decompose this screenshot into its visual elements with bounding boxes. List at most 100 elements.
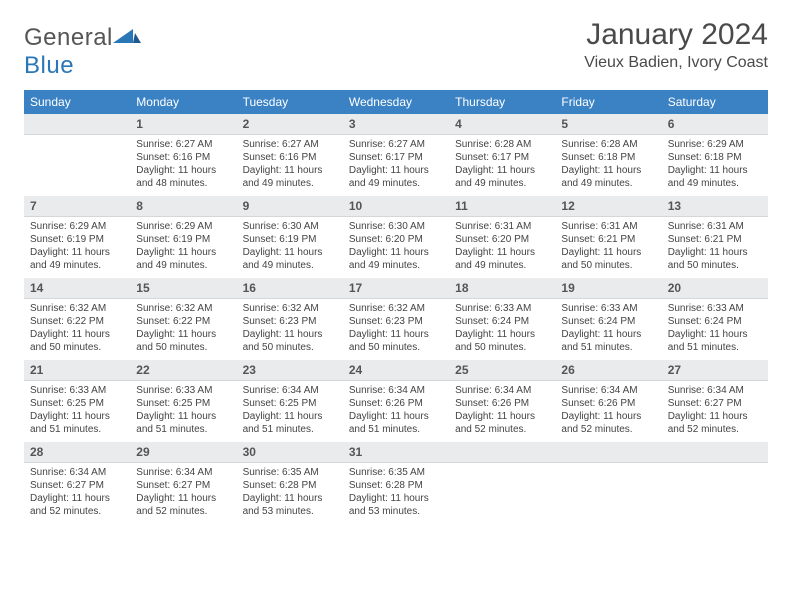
logo-part2: Blue [24,52,74,79]
sunset-text: Sunset: 6:19 PM [243,233,337,246]
daylight-line1: Daylight: 11 hours [455,164,549,177]
weekday-header: Monday [130,90,236,114]
day-body: Sunrise: 6:32 AMSunset: 6:22 PMDaylight:… [24,299,130,360]
sunset-text: Sunset: 6:25 PM [30,397,124,410]
daylight-line1: Daylight: 11 hours [349,410,443,423]
logo-text: General Blue [24,24,141,80]
daylight-line1: Daylight: 11 hours [349,492,443,505]
day-body: Sunrise: 6:32 AMSunset: 6:23 PMDaylight:… [343,299,449,360]
daylight-line1: Daylight: 11 hours [455,410,549,423]
daylight-line1: Daylight: 11 hours [668,164,762,177]
sunset-text: Sunset: 6:25 PM [136,397,230,410]
day-body: Sunrise: 6:34 AMSunset: 6:26 PMDaylight:… [555,381,661,442]
sunset-text: Sunset: 6:17 PM [455,151,549,164]
daylight-line2: and 53 minutes. [349,505,443,518]
weekday-header: Tuesday [237,90,343,114]
day-body: Sunrise: 6:30 AMSunset: 6:19 PMDaylight:… [237,217,343,278]
daylight-line2: and 49 minutes. [30,259,124,272]
day-number: 1 [130,114,236,135]
sunset-text: Sunset: 6:21 PM [668,233,762,246]
page-subtitle: Vieux Badien, Ivory Coast [584,54,768,72]
empty-cell [662,463,768,524]
sunrise-text: Sunrise: 6:27 AM [136,138,230,151]
sunrise-text: Sunrise: 6:35 AM [243,466,337,479]
sunrise-text: Sunrise: 6:33 AM [561,302,655,315]
sunrise-text: Sunrise: 6:33 AM [30,384,124,397]
day-body: Sunrise: 6:27 AMSunset: 6:17 PMDaylight:… [343,135,449,196]
sunrise-text: Sunrise: 6:30 AM [349,220,443,233]
day-body: Sunrise: 6:33 AMSunset: 6:25 PMDaylight:… [24,381,130,442]
day-body: Sunrise: 6:33 AMSunset: 6:24 PMDaylight:… [662,299,768,360]
day-body: Sunrise: 6:34 AMSunset: 6:25 PMDaylight:… [237,381,343,442]
daylight-line2: and 52 minutes. [668,423,762,436]
sunset-text: Sunset: 6:18 PM [561,151,655,164]
sunrise-text: Sunrise: 6:34 AM [455,384,549,397]
day-number: 28 [24,442,130,463]
daylight-line2: and 50 minutes. [243,341,337,354]
day-body: Sunrise: 6:35 AMSunset: 6:28 PMDaylight:… [237,463,343,524]
empty-cell [449,442,555,463]
sunrise-text: Sunrise: 6:32 AM [136,302,230,315]
daylight-line2: and 49 minutes. [455,259,549,272]
day-body: Sunrise: 6:28 AMSunset: 6:18 PMDaylight:… [555,135,661,196]
daylight-line1: Daylight: 11 hours [561,246,655,259]
day-body: Sunrise: 6:29 AMSunset: 6:18 PMDaylight:… [662,135,768,196]
day-number: 8 [130,196,236,217]
weekday-header: Sunday [24,90,130,114]
day-body: Sunrise: 6:33 AMSunset: 6:24 PMDaylight:… [555,299,661,360]
day-number: 18 [449,278,555,299]
daylight-line2: and 52 minutes. [561,423,655,436]
title-block: January 2024 Vieux Badien, Ivory Coast [584,18,768,72]
sunrise-text: Sunrise: 6:29 AM [136,220,230,233]
sunrise-text: Sunrise: 6:31 AM [561,220,655,233]
daylight-line1: Daylight: 11 hours [136,328,230,341]
page-title: January 2024 [584,18,768,52]
sunrise-text: Sunrise: 6:33 AM [668,302,762,315]
daylight-line2: and 51 minutes. [349,423,443,436]
daylight-line2: and 49 minutes. [136,259,230,272]
day-number: 31 [343,442,449,463]
day-body: Sunrise: 6:31 AMSunset: 6:21 PMDaylight:… [555,217,661,278]
day-number: 23 [237,360,343,381]
sunset-text: Sunset: 6:26 PM [561,397,655,410]
daylight-line2: and 50 minutes. [455,341,549,354]
daylight-line1: Daylight: 11 hours [668,410,762,423]
daylight-line1: Daylight: 11 hours [455,246,549,259]
empty-cell [24,135,130,196]
sunset-text: Sunset: 6:22 PM [30,315,124,328]
daylight-line1: Daylight: 11 hours [243,246,337,259]
day-body: Sunrise: 6:27 AMSunset: 6:16 PMDaylight:… [130,135,236,196]
daylight-line2: and 49 minutes. [668,177,762,190]
weekday-header: Saturday [662,90,768,114]
daylight-line1: Daylight: 11 hours [136,492,230,505]
day-number: 17 [343,278,449,299]
sunset-text: Sunset: 6:20 PM [349,233,443,246]
day-body: Sunrise: 6:29 AMSunset: 6:19 PMDaylight:… [24,217,130,278]
day-number: 4 [449,114,555,135]
day-number: 22 [130,360,236,381]
logo-mark-icon [113,25,141,45]
day-number: 30 [237,442,343,463]
daylight-line1: Daylight: 11 hours [349,328,443,341]
sunset-text: Sunset: 6:24 PM [668,315,762,328]
sunset-text: Sunset: 6:21 PM [561,233,655,246]
daylight-line2: and 52 minutes. [30,505,124,518]
day-number: 9 [237,196,343,217]
daylight-line1: Daylight: 11 hours [30,328,124,341]
weekday-header: Friday [555,90,661,114]
daylight-line2: and 49 minutes. [561,177,655,190]
day-body: Sunrise: 6:30 AMSunset: 6:20 PMDaylight:… [343,217,449,278]
daylight-line1: Daylight: 11 hours [30,410,124,423]
header: General Blue January 2024 Vieux Badien, … [24,18,768,80]
daylight-line2: and 53 minutes. [243,505,337,518]
logo: General Blue [24,18,141,80]
sunset-text: Sunset: 6:18 PM [668,151,762,164]
day-number: 13 [662,196,768,217]
empty-cell [555,463,661,524]
sunset-text: Sunset: 6:27 PM [136,479,230,492]
daylight-line1: Daylight: 11 hours [30,492,124,505]
sunset-text: Sunset: 6:23 PM [349,315,443,328]
day-body: Sunrise: 6:34 AMSunset: 6:26 PMDaylight:… [343,381,449,442]
weekday-header: Wednesday [343,90,449,114]
sunrise-text: Sunrise: 6:34 AM [30,466,124,479]
